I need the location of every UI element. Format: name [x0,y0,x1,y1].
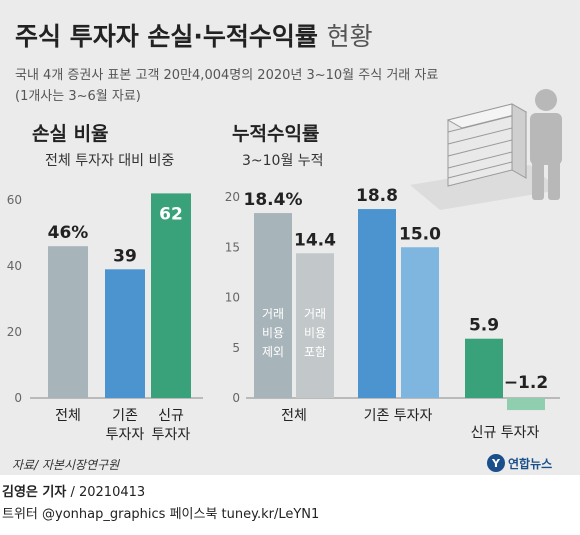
cumulative-return-title: 누적수익률 [232,123,319,145]
social-links: 트위터 @yonhap_graphics 페이스북 tuney.kr/LeYN1 [2,507,320,522]
infographic-svg: 주식 투자자 손실·누적수익률 현황 국내 4개 증권사 표본 고객 20만4,… [7,22,562,472]
footer: 김영은 기자 / 20210413 트위터 @yonhap_graphics 페… [0,482,580,526]
cumulative-return-tick-3: 15 [225,240,240,254]
cumulative-return-bar-note-0-1-1: 비용 [304,326,326,340]
cumulative-return-value-2-0: 5.9 [469,316,499,336]
loss-ratio-tick-2: 40 [7,259,22,273]
logo-text: 연합뉴스 [508,456,552,471]
chart-title: 주식 투자자 손실·누적수익률 현황 [15,22,373,51]
cumulative-return-bar-0-0 [254,213,292,398]
cumulative-return-cat-2: 신규 투자자 [471,425,540,441]
cumulative-return-value-2-1: −1.2 [504,373,548,393]
loss-ratio-value-1: 39 [113,246,137,266]
loss-ratio-title: 손실 비율 [32,123,109,145]
cumulative-return-subtitle: 3~10월 누적 [242,153,324,169]
cat-label-total: 전체 [55,408,81,424]
cumulative-return-value-1-0: 18.8 [356,186,398,206]
loss-ratio-tick-0: 0 [14,391,22,405]
loss-ratio-tick-3: 60 [7,193,22,207]
loss-ratio-ticks: 0 20 40 60 [7,193,22,405]
cumulative-return-bar-note-0-0-1: 비용 [262,326,284,340]
infographic-panel: 주식 투자자 손실·누적수익률 현황 국내 4개 증권사 표본 고객 20만4,… [0,0,580,475]
loss-ratio-chart: 0 20 40 60 46% 39 62 전체 기존 투자자 신규 투자자 [7,193,203,443]
loss-ratio-value-2: 62 [159,204,183,224]
cat-label-new-1: 신규 [158,408,184,424]
cumulative-return-value-0-0: 18.4% [244,190,303,210]
cumulative-return-bar-2-0 [465,338,503,398]
cumulative-return-bar-note-0-0-2: 제외 [262,345,284,359]
loss-ratio-bar-2 [151,193,191,398]
cumulative-return-bar-0-1 [296,253,334,398]
byline: 김영은 기자 / 20210413 [0,482,580,504]
money-stack-illustration [410,103,560,210]
person-icon [530,89,562,200]
loss-ratio-subtitle: 전체 투자자 대비 비중 [45,153,174,169]
cumulative-return-ticks: 0 5 10 15 20 [225,190,240,405]
date: / 20210413 [70,485,146,500]
chart-subtitle-1: 국내 4개 증권사 표본 고객 20만4,004명의 2020년 3~10월 주… [15,68,438,83]
author: 김영은 기자 [2,485,67,500]
cumulative-return-tick-1: 5 [232,341,240,355]
cumulative-return-bar-1-0 [358,209,396,398]
cumulative-return-value-0-1: 14.4 [294,230,336,250]
yonhap-logo: Y 연합뉴스 [487,454,552,472]
cumulative-return-bar-note-0-0-0: 거래 [262,307,284,321]
cumulative-return-tick-0: 0 [232,391,240,405]
cumulative-return-bar-1-1 [401,247,439,398]
cumulative-return-value-1-1: 15.0 [399,224,441,244]
loss-ratio-tick-1: 20 [7,325,22,339]
svg-text:Y: Y [491,457,501,470]
cumulative-return-cat-1: 기존 투자자 [364,408,433,424]
cat-label-existing-1: 기존 [112,408,138,424]
loss-ratio-bars: 46% 39 62 [48,193,191,398]
loss-ratio-value-0: 46% [48,223,89,243]
cat-label-existing-2: 투자자 [106,427,145,443]
loss-ratio-bar-1 [105,269,145,398]
cumulative-return-bar-2-1 [507,398,545,411]
chart-subtitle-2: (1개사는 3~6월 자료) [15,89,141,104]
loss-ratio-bar-0 [48,246,88,398]
cumulative-return-bar-note-0-1-2: 포함 [304,345,326,359]
cumulative-return-tick-2: 10 [225,291,240,305]
cat-label-new-2: 투자자 [152,427,191,443]
cumulative-return-tick-4: 20 [225,190,240,204]
source-note: 자료/ 자본시장연구원 [12,458,120,472]
cumulative-return-bar-note-0-1-0: 거래 [304,307,326,321]
cumulative-return-cat-0: 전체 [281,408,307,424]
